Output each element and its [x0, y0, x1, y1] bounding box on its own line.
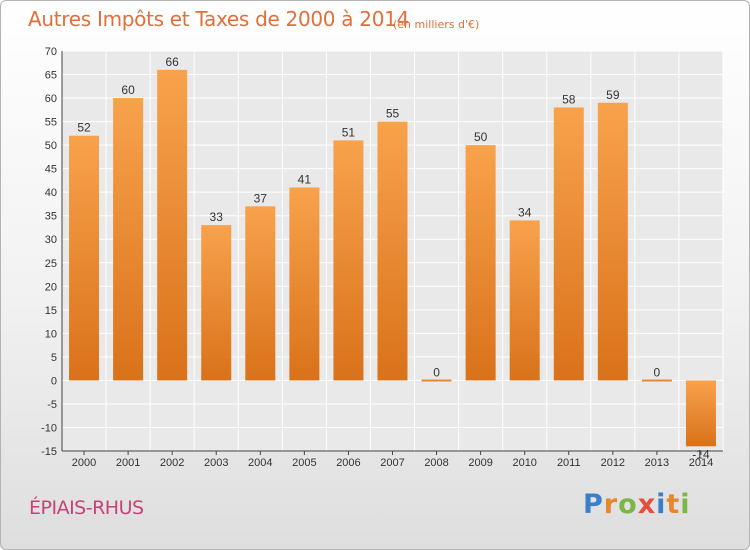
- x-tick-label: 2012: [601, 457, 625, 469]
- y-tick-label: 25: [45, 258, 57, 270]
- x-tick-label: 2003: [204, 457, 228, 469]
- y-tick-label: 5: [51, 352, 57, 364]
- y-tick-label: 40: [45, 187, 57, 199]
- y-tick-label: 20: [45, 281, 57, 293]
- x-tick-label: 2002: [160, 457, 184, 469]
- y-tick-label: 70: [45, 46, 57, 58]
- bars: [69, 69, 716, 447]
- value-label-2009: 50: [474, 130, 488, 144]
- y-tick-label: 50: [45, 140, 57, 152]
- chart-subtitle: (en milliers d'€): [393, 18, 480, 31]
- x-tick-label: 2013: [645, 457, 669, 469]
- y-tick-label: 0: [51, 375, 57, 387]
- y-tick-label: 55: [45, 117, 57, 129]
- logo-letter: P: [583, 489, 604, 520]
- value-label-2000: 52: [77, 121, 91, 135]
- y-tick-label: -15: [41, 446, 57, 458]
- bar-2011: [553, 107, 584, 381]
- value-label-2010: 34: [518, 205, 532, 219]
- y-tick-label: 15: [45, 305, 57, 317]
- bar-2002: [157, 69, 188, 381]
- bar-2007: [377, 121, 408, 381]
- logo-letter: t: [666, 489, 681, 520]
- bar-2012: [597, 102, 628, 381]
- value-label-2002: 66: [165, 55, 179, 69]
- x-tick-label: 2001: [116, 457, 140, 469]
- value-label-2006: 51: [342, 125, 356, 139]
- bar-2003: [201, 225, 232, 381]
- y-tick-label: -5: [47, 399, 57, 411]
- y-tick-label: 65: [45, 70, 57, 82]
- x-tick-label: 2004: [248, 457, 272, 469]
- x-tick-label: 2005: [292, 457, 316, 469]
- x-tick-label: 2011: [557, 457, 581, 469]
- x-tick-label: 2010: [512, 457, 536, 469]
- data-labels: 52 60 66 33 37 41 51 55 0 50 34 58 59 0 -14: [77, 55, 710, 461]
- logo-letter: i: [656, 489, 667, 520]
- y-tick-label: -10: [41, 422, 57, 434]
- bar-2000: [69, 135, 100, 381]
- value-label-2004: 37: [254, 191, 268, 205]
- value-label-2011: 58: [562, 92, 576, 106]
- axes: -15-10-505101520253035404550556065702000…: [41, 46, 723, 469]
- logo-letter: x: [637, 489, 657, 520]
- bar-2006: [333, 140, 364, 381]
- value-label-2001: 60: [121, 83, 135, 97]
- x-tick-label: 2014: [689, 457, 713, 469]
- x-tick-label: 2000: [72, 457, 96, 469]
- y-tick-label: 10: [45, 328, 57, 340]
- y-tick-label: 60: [45, 93, 57, 105]
- proxiti-logo[interactable]: Proxiti: [583, 489, 691, 520]
- chart-title: Autres Impôts et Taxes de 2000 à 2014: [28, 7, 409, 31]
- bar-2010: [509, 220, 540, 381]
- bar-2008: [421, 379, 452, 382]
- logo-letter: i: [680, 489, 691, 520]
- value-label-2012: 59: [606, 88, 620, 102]
- logo-letter: r: [603, 489, 619, 520]
- y-tick-label: 45: [45, 164, 57, 176]
- value-label-2003: 33: [210, 210, 224, 224]
- bar-2004: [245, 206, 276, 381]
- bar-2001: [113, 98, 144, 381]
- bar-2009: [465, 145, 496, 381]
- x-tick-label: 2007: [380, 457, 404, 469]
- x-tick-label: 2008: [424, 457, 448, 469]
- value-label-2013: 0: [654, 365, 661, 379]
- y-tick-label: 30: [45, 234, 57, 246]
- value-label-2008: 0: [433, 365, 440, 379]
- x-tick-label: 2009: [468, 457, 492, 469]
- bar-2005: [289, 187, 320, 381]
- x-tick-label: 2006: [336, 457, 360, 469]
- commune-name: ÉPIAIS-RHUS: [29, 497, 144, 519]
- value-label-2005: 41: [298, 172, 312, 186]
- value-label-2007: 55: [386, 107, 400, 121]
- value-label-2014: -14: [692, 447, 710, 461]
- logo-letter: o: [618, 489, 638, 520]
- bar-2013: [641, 379, 672, 382]
- y-tick-label: 35: [45, 211, 57, 223]
- bar-2014: [685, 380, 716, 447]
